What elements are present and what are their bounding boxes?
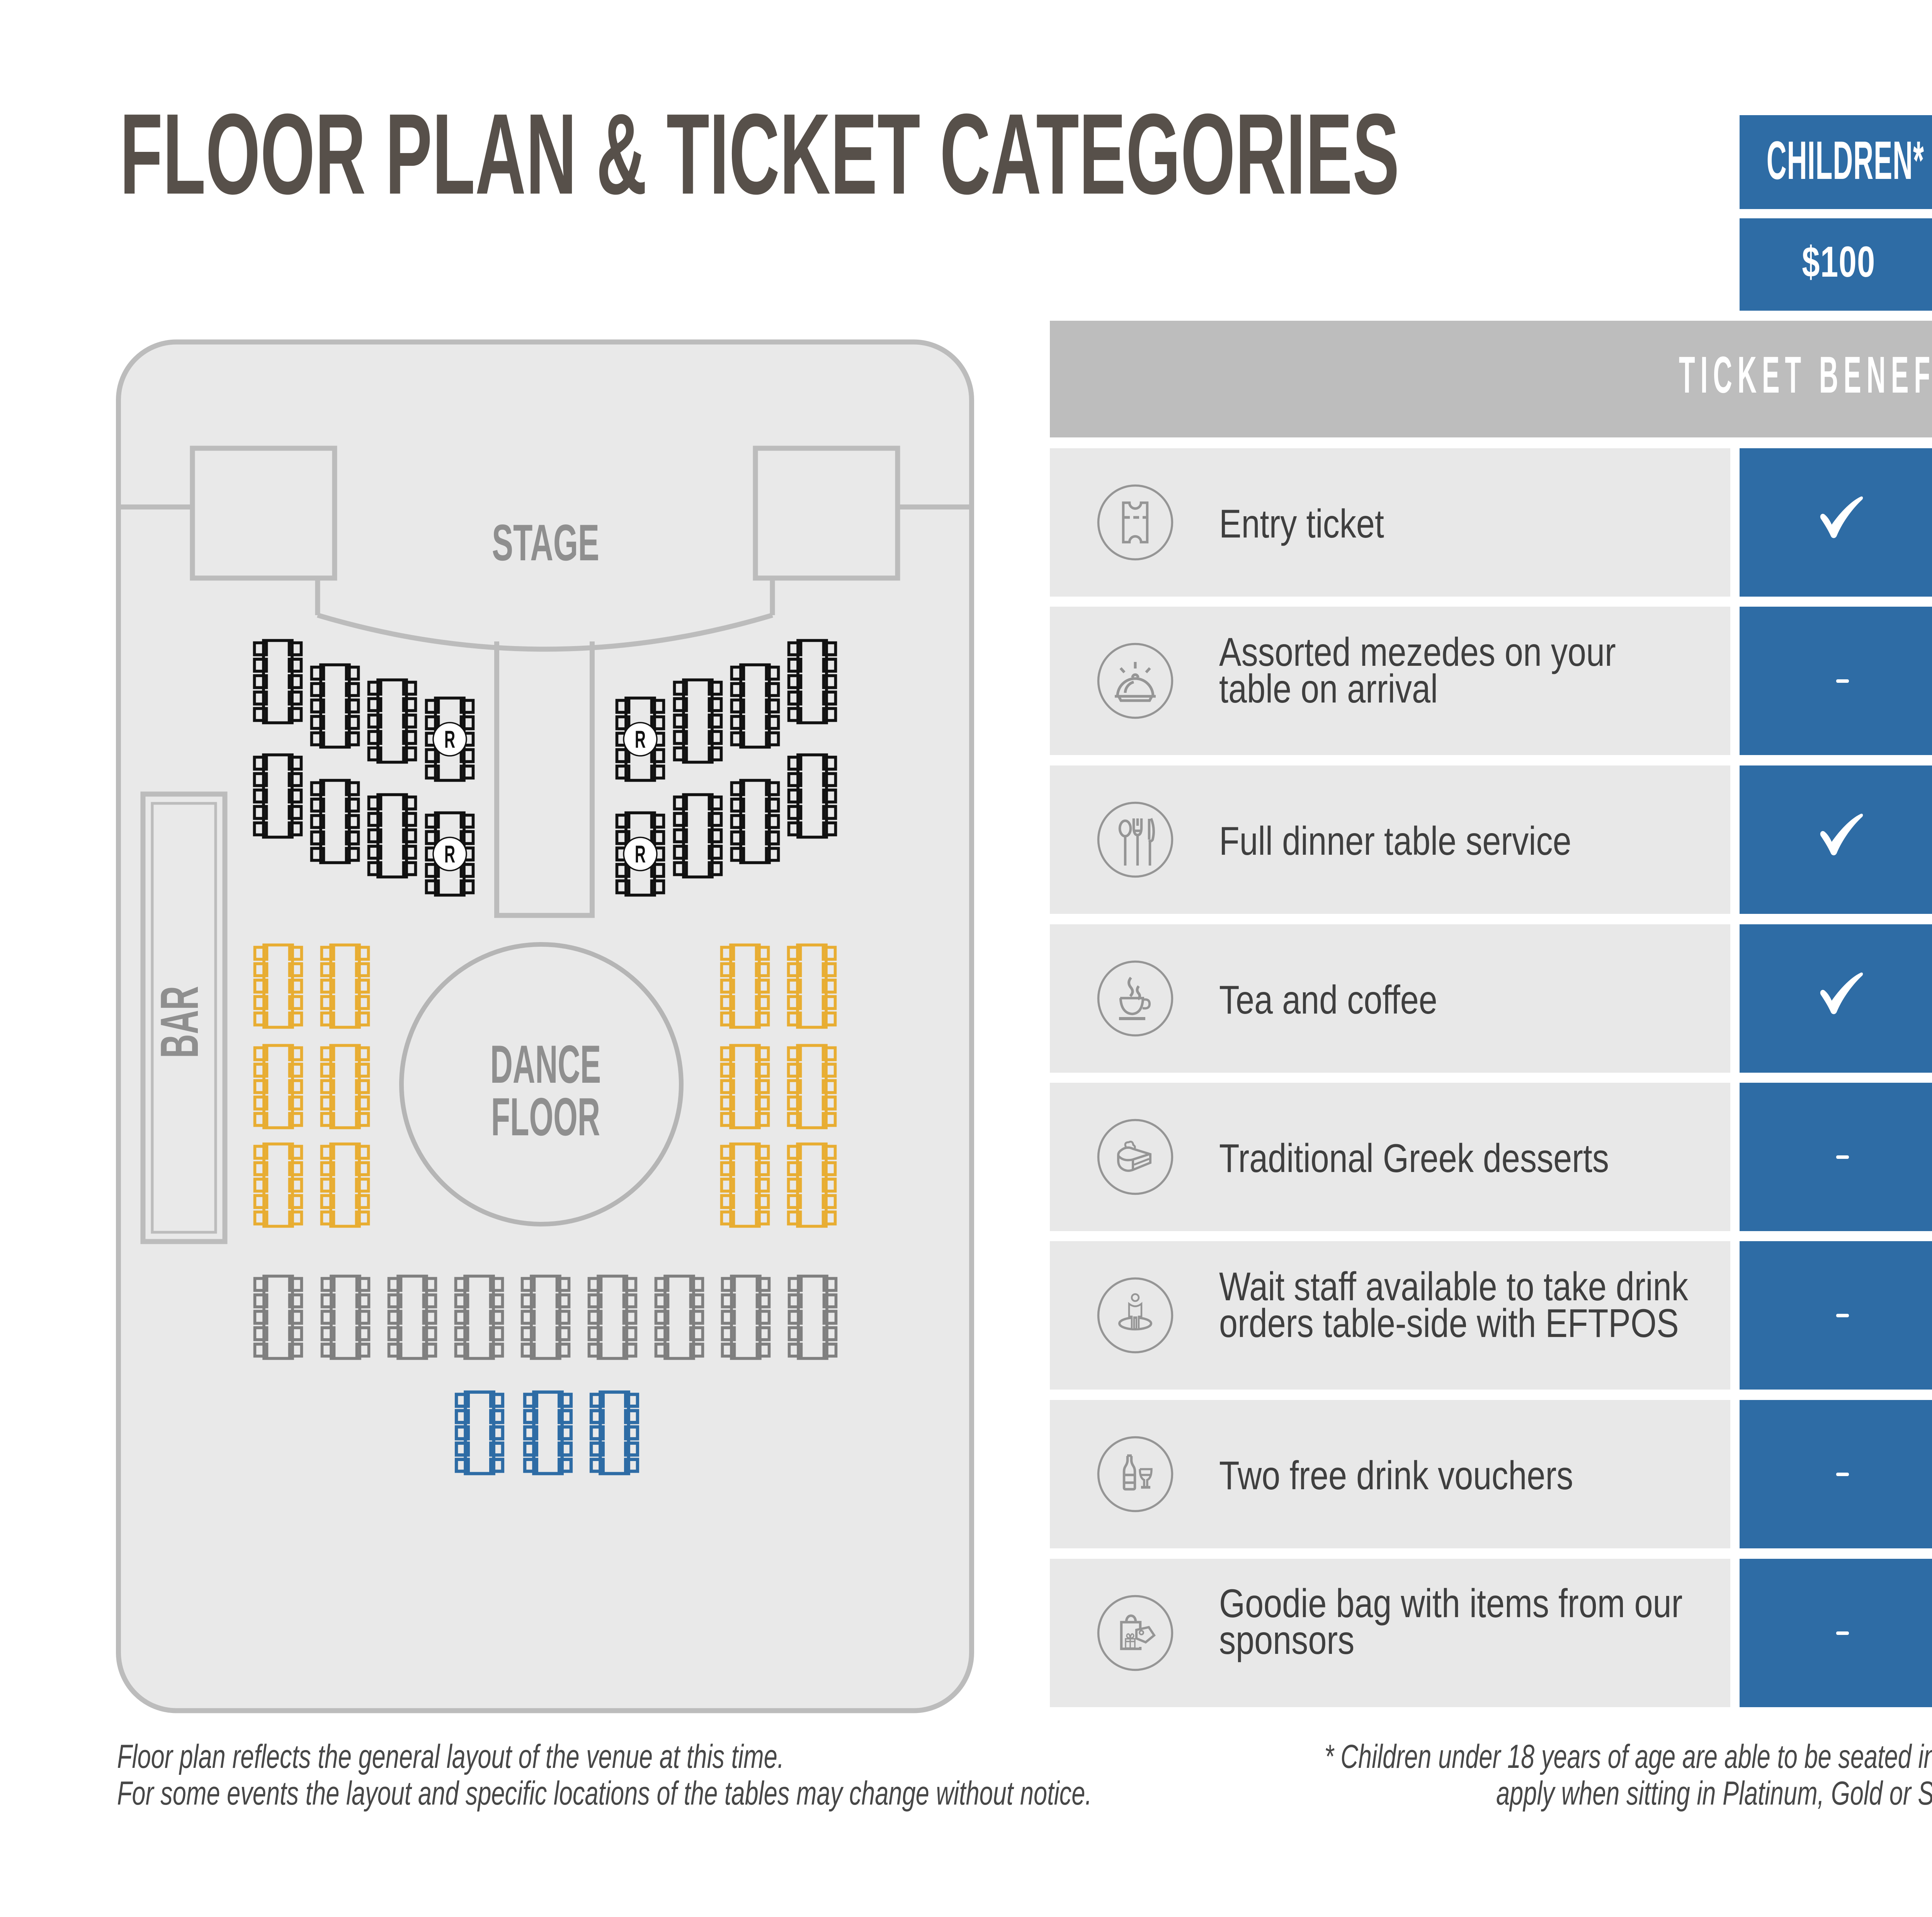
svg-text:R: R bbox=[444, 726, 455, 754]
svg-text:R: R bbox=[635, 726, 646, 754]
svg-text:R: R bbox=[635, 841, 646, 868]
svg-text:BAR: BAR bbox=[149, 986, 209, 1058]
svg-text:STAGE: STAGE bbox=[492, 514, 599, 572]
svg-text:DANCE: DANCE bbox=[490, 1034, 601, 1094]
svg-text:FLOOR: FLOOR bbox=[491, 1087, 600, 1147]
svg-text:R: R bbox=[444, 841, 455, 868]
